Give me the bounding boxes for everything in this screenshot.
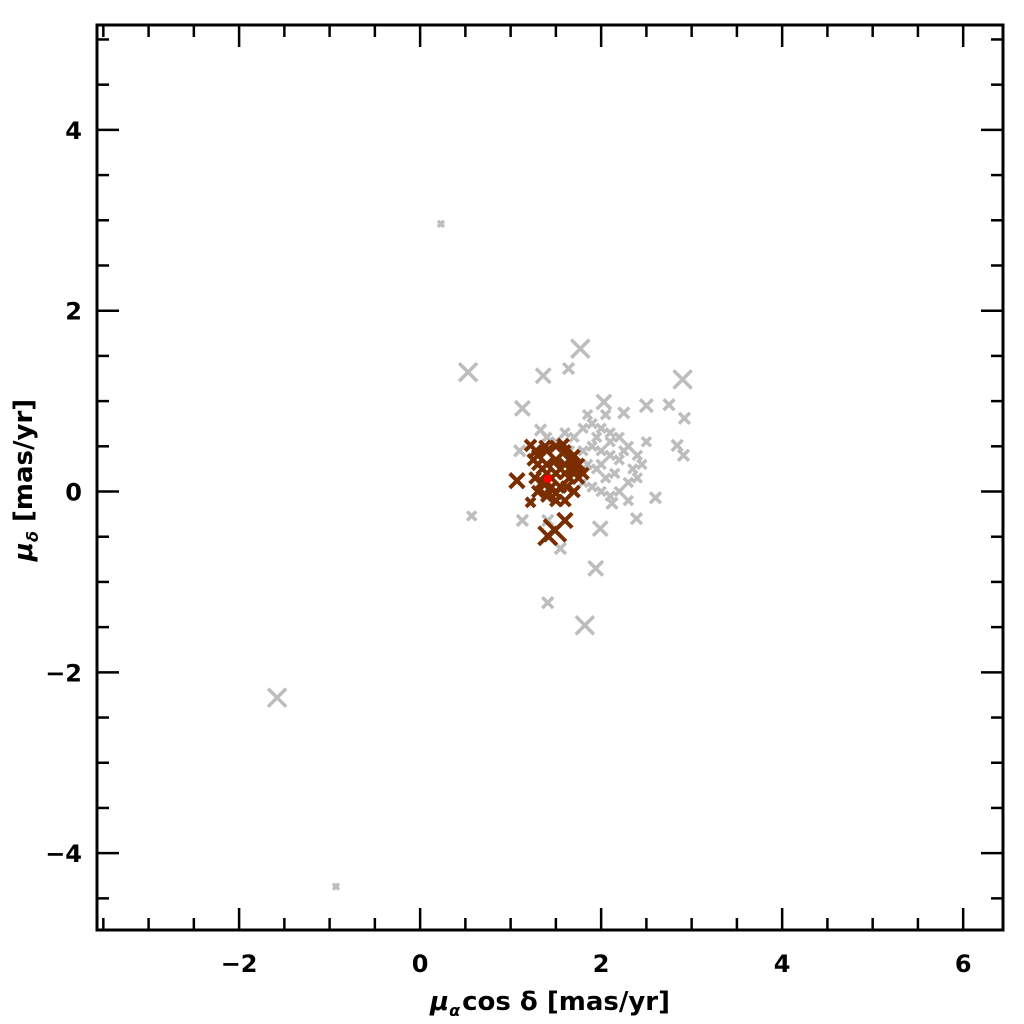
data-point [627,463,639,475]
data-point [534,367,552,385]
data-point [586,481,598,493]
y-tick-label: 0 [65,479,82,507]
data-point [677,411,692,425]
data-point [648,491,663,505]
y-tick-label: −4 [45,840,82,868]
data-point [570,338,591,359]
data-point [559,426,571,439]
x-tick-label: 6 [955,950,972,978]
data-point [613,454,626,466]
data-point [670,438,684,453]
data-point [576,466,590,481]
data-point [587,559,605,577]
data-point [537,525,559,547]
data-point [513,399,531,417]
y-tick-label: −2 [45,659,82,687]
data-point [622,494,635,507]
data-point [541,596,555,610]
data-point [562,453,577,467]
data-point [604,449,616,462]
data-point [508,472,526,490]
data-point [599,408,612,421]
x-tick-label: 0 [412,950,429,978]
data-point [331,882,341,891]
data-point [266,687,288,708]
data-point [672,369,693,390]
data-point [529,443,543,458]
data-point [613,485,626,498]
x-axis-label: μαcos δ [mas/yr] [429,987,670,1020]
data-marks [266,219,693,891]
data-point [559,480,574,494]
data-point [568,431,580,444]
data-point [581,408,594,421]
data-point [574,615,596,636]
x-tick-label: −2 [221,950,258,978]
data-point [631,472,644,484]
mean-star-marker [543,474,552,483]
data-point [604,426,616,439]
data-point [539,489,554,503]
data-point [595,445,607,457]
data-point [662,398,676,412]
data-point [608,467,621,480]
data-point [676,448,691,463]
data-point [526,453,541,467]
data-point [436,219,446,229]
data-point [595,422,607,434]
data-point [561,361,576,376]
data-point [629,511,644,526]
y-tick-label: 4 [65,117,82,145]
data-point [636,458,648,471]
data-point [556,437,570,452]
y-tick-label: 2 [65,298,82,326]
data-point [567,462,581,476]
data-point [556,511,574,530]
data-point [457,361,479,383]
data-point [595,393,613,411]
data-point [604,436,616,448]
data-point [590,431,603,444]
data-point [604,490,616,502]
plot-frame [95,23,1005,932]
data-point [618,445,630,457]
data-point [530,484,545,499]
data-point [549,486,563,501]
data-point [591,520,609,538]
data-point [581,458,594,471]
data-point [586,440,598,453]
data-point [631,449,644,462]
data-point [617,406,631,420]
data-point [515,513,530,528]
data-point [465,510,478,522]
axis-ticks [97,25,1003,930]
data-point [622,476,635,489]
data-point [524,496,537,509]
data-point [640,436,653,448]
data-point [577,422,589,434]
data-point [513,444,527,458]
data-point [586,417,598,430]
data-point [538,439,552,454]
data-point [613,431,626,444]
data-point [638,398,654,414]
data-point [577,445,589,457]
x-tick-label: 4 [774,950,791,978]
tick-labels: −2 0 2 4 6 −4 −2 0 2 4 [45,117,971,978]
data-point [599,472,612,484]
data-point [595,485,607,498]
x-tick-label: 2 [593,950,610,978]
y-axis-label: μδ [mas/yr] [9,399,42,562]
data-point [595,458,607,471]
data-point [549,453,563,467]
